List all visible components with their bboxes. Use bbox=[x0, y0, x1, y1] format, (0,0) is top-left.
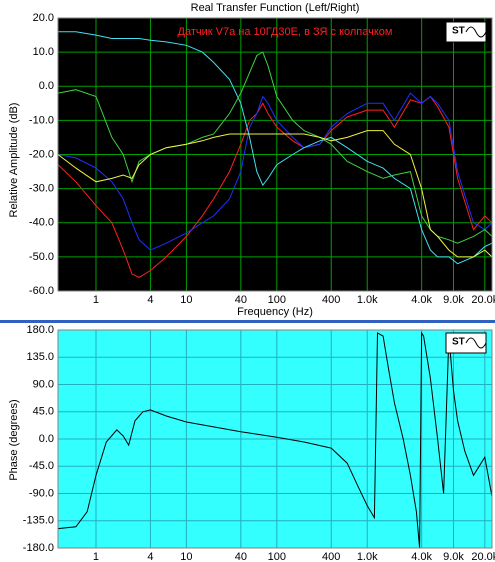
x-tick-label: 20.0k bbox=[471, 551, 495, 562]
y-tick-label: 10.0 bbox=[33, 46, 54, 58]
svg-text:ST: ST bbox=[452, 26, 465, 37]
y-axis-label: Relative Amplitude (dB) bbox=[8, 103, 20, 218]
x-tick-label: 1.0k bbox=[357, 294, 378, 306]
x-tick-label: 4.0k bbox=[411, 294, 432, 306]
plot-frame bbox=[57, 17, 493, 292]
y-tick-label: -60.0 bbox=[29, 285, 54, 297]
y-tick-label: -50.0 bbox=[29, 251, 54, 263]
x-tick-label: 1.0k bbox=[357, 551, 378, 562]
y-tick-label: 0.0 bbox=[39, 433, 54, 445]
x-tick-label: 40 bbox=[235, 294, 247, 306]
plots: 20.010.00.0-10.0-20.0-30.0-40.0-50.0-60.… bbox=[23, 12, 495, 562]
y-tick-label: 135.0 bbox=[26, 351, 54, 363]
x-tick-label: 4 bbox=[147, 551, 153, 562]
x-tick-label: 400 bbox=[322, 294, 340, 306]
y-tick-label: 90.0 bbox=[33, 378, 54, 390]
logo: ST bbox=[445, 21, 487, 43]
x-tick-label: 1 bbox=[93, 294, 99, 306]
x-tick-label: 4.0k bbox=[411, 551, 432, 562]
series-group bbox=[58, 31, 492, 278]
data-line bbox=[58, 331, 492, 548]
y-tick-label: 20.0 bbox=[33, 12, 54, 24]
x-tick-label: 4 bbox=[147, 294, 153, 306]
annotation: Датчик V7a на 10ГД30Е, в ЗЯ с колпачком bbox=[178, 26, 393, 38]
y-tick-label: -10.0 bbox=[29, 114, 54, 126]
chart-title: Real Transfer Function (Left/Right) bbox=[191, 2, 360, 14]
y-tick-label: -30.0 bbox=[29, 183, 54, 195]
y-tick-label: -90.0 bbox=[29, 487, 54, 499]
data-line bbox=[58, 31, 492, 265]
y-tick-label: 45.0 bbox=[33, 406, 54, 418]
data-line bbox=[58, 130, 492, 258]
y-tick-label: -180.0 bbox=[23, 542, 54, 554]
x-tick-label: 9.0k bbox=[443, 551, 464, 562]
y-tick-label: -20.0 bbox=[29, 148, 54, 160]
x-tick-label: 100 bbox=[268, 551, 286, 562]
x-tick-label: 10 bbox=[180, 551, 192, 562]
data-line bbox=[58, 92, 492, 251]
logo: ST bbox=[445, 332, 487, 354]
x-tick-label: 100 bbox=[268, 294, 286, 306]
x-tick-label: 9.0k bbox=[443, 294, 464, 306]
y-tick-label: -40.0 bbox=[29, 217, 54, 229]
x-tick-label: 40 bbox=[235, 551, 247, 562]
y-tick-label: -45.0 bbox=[29, 460, 54, 472]
x-tick-label: 10 bbox=[180, 294, 192, 306]
x-tick-label: 400 bbox=[322, 551, 340, 562]
svg-text:ST: ST bbox=[452, 337, 465, 348]
x-tick-label: 1 bbox=[93, 551, 99, 562]
plot-frame bbox=[57, 329, 493, 549]
y-tick-label: -135.0 bbox=[23, 515, 54, 527]
x-tick-label: 20.0k bbox=[471, 294, 495, 306]
pane-divider bbox=[0, 320, 495, 323]
y-tick-label: 180.0 bbox=[26, 324, 54, 336]
x-axis-label: Frequency (Hz) bbox=[237, 306, 313, 318]
series-group bbox=[58, 331, 492, 548]
y-tick-label: 0.0 bbox=[39, 80, 54, 92]
y-axis-label: Phase (degrees) bbox=[8, 399, 20, 480]
